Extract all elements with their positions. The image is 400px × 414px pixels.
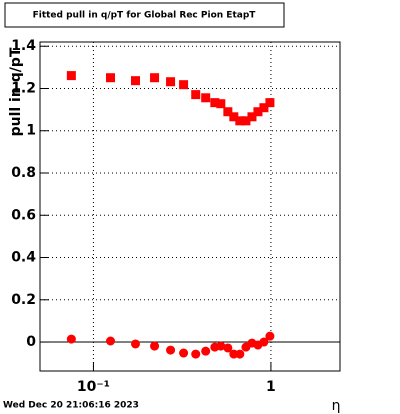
- y-tick-label: 0.2: [11, 292, 36, 308]
- point: [166, 345, 176, 355]
- point: [106, 336, 116, 346]
- point: [150, 73, 160, 83]
- point: [265, 98, 275, 108]
- point: [216, 99, 226, 109]
- point: [66, 334, 76, 344]
- point: [229, 112, 239, 122]
- point: [179, 348, 189, 358]
- point: [131, 339, 141, 349]
- point: [106, 73, 116, 83]
- point: [210, 98, 220, 108]
- point: [235, 349, 245, 359]
- plot-frame: [39, 41, 341, 372]
- y-tick-label: 0.8: [11, 165, 36, 181]
- y-tick-label: 1.2: [11, 80, 36, 96]
- x-tick-label: 10⁻¹: [77, 379, 110, 395]
- y-tick-label: 0.4: [11, 250, 36, 266]
- point: [265, 331, 275, 341]
- y-tick-label: 1: [26, 123, 36, 139]
- point: [191, 90, 201, 100]
- point: [216, 341, 226, 351]
- chart-title: Fitted pull in q/pT for Global Rec Pion …: [33, 11, 257, 21]
- point: [259, 337, 269, 347]
- point: [201, 93, 211, 103]
- point: [191, 349, 201, 359]
- y-axis-label: pull in q/pT: [8, 47, 24, 136]
- point: [166, 77, 176, 87]
- point: [223, 107, 233, 117]
- x-axis-label: η: [332, 398, 341, 414]
- point: [66, 71, 76, 81]
- point: [201, 346, 211, 356]
- point: [223, 343, 233, 353]
- x-tick-label: 1: [266, 379, 276, 395]
- point: [259, 103, 269, 113]
- footer: Wed Dec 20 21:06:16 2023: [3, 401, 139, 411]
- point: [241, 116, 251, 126]
- y-tick-label: 0: [26, 334, 36, 350]
- y-tick-label: 1.4: [11, 38, 36, 54]
- point: [150, 341, 160, 351]
- point: [235, 116, 245, 126]
- y-tick-label: 0.6: [11, 207, 36, 223]
- point: [253, 107, 263, 117]
- title-box: [4, 2, 285, 28]
- point: [179, 80, 189, 90]
- point: [131, 76, 141, 86]
- point: [247, 112, 257, 122]
